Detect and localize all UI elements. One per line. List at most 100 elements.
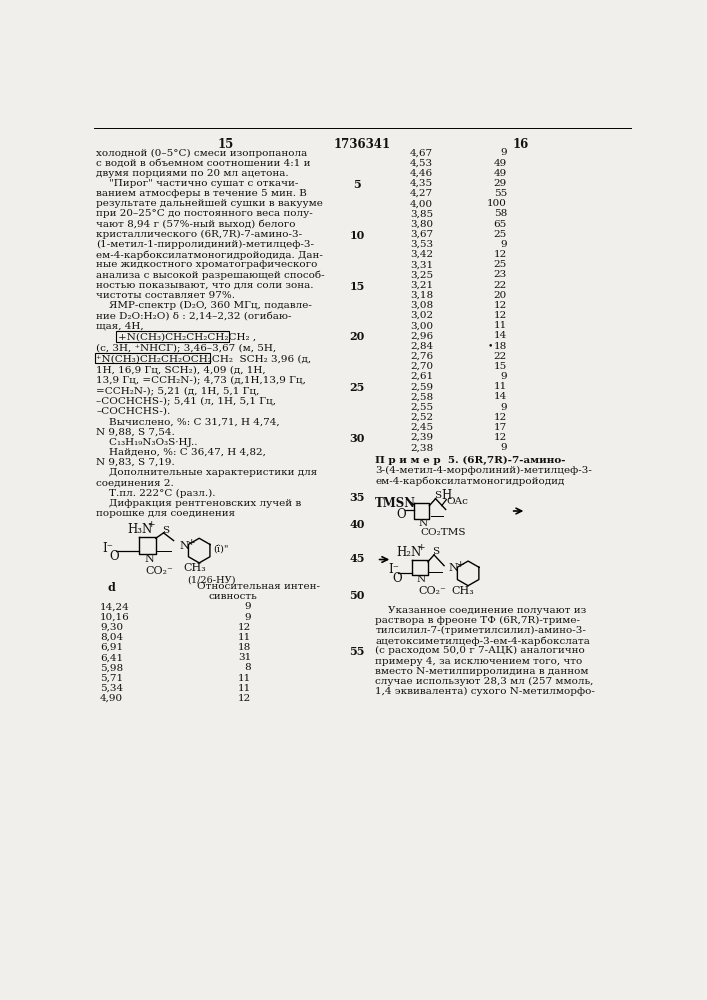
Text: холодной (0–5°C) смеси изопропанола: холодной (0–5°C) смеси изопропанола bbox=[96, 148, 308, 158]
Text: d: d bbox=[107, 582, 116, 593]
Text: Найдено, %: C 36,47, H 4,82,: Найдено, %: C 36,47, H 4,82, bbox=[96, 448, 266, 457]
Text: двумя порциями по 20 мл ацетона.: двумя порциями по 20 мл ацетона. bbox=[96, 169, 288, 178]
Text: 9,30: 9,30 bbox=[100, 623, 123, 632]
Text: ацетоксиметилцеф-3-ем-4-карбокслата: ацетоксиметилцеф-3-ем-4-карбокслата bbox=[375, 636, 590, 646]
Text: вместо N-метилпирролидина в данном: вместо N-метилпирролидина в данном bbox=[375, 667, 589, 676]
Text: N: N bbox=[448, 563, 457, 573]
Text: 22: 22 bbox=[493, 352, 507, 361]
Text: 3,53: 3,53 bbox=[410, 240, 433, 249]
Text: 2,96: 2,96 bbox=[410, 331, 433, 340]
Text: (1/26-НУ): (1/26-НУ) bbox=[187, 575, 235, 584]
Text: CO₂⁻: CO₂⁻ bbox=[419, 586, 446, 596]
Text: раствора в фреоне ТФ (6R,7R)-триме-: раствора в фреоне ТФ (6R,7R)-триме- bbox=[375, 616, 580, 625]
Text: =CCH₂N-); 5,21 (д, 1Н, 5,1 Гц,: =CCH₂N-); 5,21 (д, 1Н, 5,1 Гц, bbox=[96, 386, 259, 395]
Text: 3,08: 3,08 bbox=[410, 301, 433, 310]
Text: при 20–25°C до постоянного веса полу-: при 20–25°C до постоянного веса полу- bbox=[96, 209, 313, 218]
Text: 11: 11 bbox=[238, 674, 251, 683]
Text: 45: 45 bbox=[349, 553, 365, 564]
Text: N: N bbox=[179, 541, 189, 551]
Text: ем-4-карбоксилатмоногидройодид: ем-4-карбоксилатмоногидройодид bbox=[375, 476, 564, 486]
Text: 5,34: 5,34 bbox=[100, 684, 123, 693]
Text: CO₂TMS: CO₂TMS bbox=[420, 528, 466, 537]
Text: TMSN: TMSN bbox=[375, 497, 416, 510]
Text: 2,76: 2,76 bbox=[410, 352, 433, 361]
Text: •: • bbox=[488, 342, 493, 351]
Text: 4,53: 4,53 bbox=[410, 159, 433, 168]
Text: 49: 49 bbox=[493, 159, 507, 168]
Text: 58: 58 bbox=[493, 209, 507, 218]
Text: 2,58: 2,58 bbox=[410, 392, 433, 401]
Text: H₃N: H₃N bbox=[127, 523, 153, 536]
Text: 14,24: 14,24 bbox=[100, 602, 130, 611]
Text: O: O bbox=[392, 572, 402, 585]
Text: 17: 17 bbox=[493, 423, 507, 432]
Text: ем-4-карбоксилатмоногидройодида. Дан-: ем-4-карбоксилатмоногидройодида. Дан- bbox=[96, 250, 323, 260]
Text: 2,52: 2,52 bbox=[410, 413, 433, 422]
Text: 12: 12 bbox=[493, 301, 507, 310]
Text: 1,4 эквивалента) сухого N-метилморфо-: 1,4 эквивалента) сухого N-метилморфо- bbox=[375, 687, 595, 696]
Text: CH₃: CH₃ bbox=[451, 586, 474, 596]
Text: –COCHCHS-).: –COCHCHS-). bbox=[96, 406, 170, 415]
Text: 16: 16 bbox=[513, 138, 529, 151]
Text: результате дальнейшей сушки в вакууме: результате дальнейшей сушки в вакууме bbox=[96, 199, 323, 208]
Text: 40: 40 bbox=[350, 519, 365, 530]
Bar bbox=[116, 331, 228, 342]
Text: 8,04: 8,04 bbox=[100, 633, 123, 642]
Text: 15: 15 bbox=[493, 362, 507, 371]
Text: Дополнительные характеристики для: Дополнительные характеристики для bbox=[96, 468, 317, 477]
Text: 30: 30 bbox=[350, 433, 365, 444]
Text: +: + bbox=[417, 543, 424, 552]
Text: CH₃: CH₃ bbox=[183, 563, 206, 573]
Text: 2,55: 2,55 bbox=[410, 403, 433, 412]
Text: 3-(4-метил-4-морфолиний)-метилцеф-3-: 3-(4-метил-4-морфолиний)-метилцеф-3- bbox=[375, 466, 592, 475]
Text: 4,90: 4,90 bbox=[100, 694, 123, 703]
Text: OAc: OAc bbox=[446, 497, 468, 506]
Text: I⁻: I⁻ bbox=[103, 542, 113, 555]
Text: 25: 25 bbox=[493, 230, 507, 239]
Text: 2,61: 2,61 bbox=[410, 372, 433, 381]
Text: +: + bbox=[147, 520, 155, 529]
Text: 25: 25 bbox=[350, 382, 365, 393]
Text: 2,84: 2,84 bbox=[410, 342, 433, 351]
Text: 9: 9 bbox=[501, 372, 507, 381]
Text: 13,9 Гц, =CCH₂N-); 4,73 (д,1Н,13,9 Гц,: 13,9 Гц, =CCH₂N-); 4,73 (д,1Н,13,9 Гц, bbox=[96, 376, 306, 385]
Text: 12: 12 bbox=[238, 623, 251, 632]
Text: сивность: сивность bbox=[209, 592, 257, 601]
Text: +N(CH₃)CH₂CH₂CH₂CH₂ ,: +N(CH₃)CH₂CH₂CH₂CH₂ , bbox=[118, 332, 256, 341]
Text: чистоты составляет 97%.: чистоты составляет 97%. bbox=[96, 291, 235, 300]
Text: с водой в объемном соотношении 4:1 и: с водой в объемном соотношении 4:1 и bbox=[96, 159, 310, 168]
Text: 2,59: 2,59 bbox=[410, 382, 433, 391]
Text: 4,27: 4,27 bbox=[410, 189, 433, 198]
Text: 8: 8 bbox=[245, 663, 251, 672]
Text: 3,02: 3,02 bbox=[410, 311, 433, 320]
Text: 4,67: 4,67 bbox=[410, 148, 433, 157]
Text: 12: 12 bbox=[493, 311, 507, 320]
Text: 12: 12 bbox=[493, 250, 507, 259]
Text: +: + bbox=[457, 560, 464, 569]
Text: 9: 9 bbox=[501, 148, 507, 157]
Text: 2,45: 2,45 bbox=[410, 423, 433, 432]
Text: 12: 12 bbox=[493, 433, 507, 442]
Text: 20: 20 bbox=[493, 291, 507, 300]
Text: +: + bbox=[187, 538, 195, 547]
Text: 15: 15 bbox=[350, 281, 365, 292]
Text: 2,70: 2,70 bbox=[410, 362, 433, 371]
Text: 3,80: 3,80 bbox=[410, 220, 433, 229]
Text: Вычислено, %: C 31,71, H 4,74,: Вычислено, %: C 31,71, H 4,74, bbox=[96, 417, 280, 426]
Text: 10: 10 bbox=[350, 230, 365, 241]
Text: –COCHCHS-); 5,41 (л, 1Н, 5,1 Гц,: –COCHCHS-); 5,41 (л, 1Н, 5,1 Гц, bbox=[96, 396, 276, 405]
Text: (c, 3Н, ⁺NHСГ); 3,46–3,67 (м, 5Н,: (c, 3Н, ⁺NHСГ); 3,46–3,67 (м, 5Н, bbox=[96, 344, 276, 353]
Text: 31: 31 bbox=[238, 653, 251, 662]
Text: 1736341: 1736341 bbox=[334, 138, 390, 151]
Text: 18: 18 bbox=[493, 342, 507, 351]
Text: случае используют 28,3 мл (257 ммоль,: случае используют 28,3 мл (257 ммоль, bbox=[375, 677, 593, 686]
Text: N: N bbox=[419, 519, 428, 528]
Text: H: H bbox=[441, 489, 451, 502]
Text: O: O bbox=[397, 508, 407, 521]
Text: N 9,88, S 7,54.: N 9,88, S 7,54. bbox=[96, 428, 175, 437]
Text: 49: 49 bbox=[493, 169, 507, 178]
Text: щая, 4Н,: щая, 4Н, bbox=[96, 321, 144, 330]
Text: 3,25: 3,25 bbox=[410, 270, 433, 279]
Text: 9: 9 bbox=[501, 240, 507, 249]
Text: N: N bbox=[417, 575, 426, 584]
